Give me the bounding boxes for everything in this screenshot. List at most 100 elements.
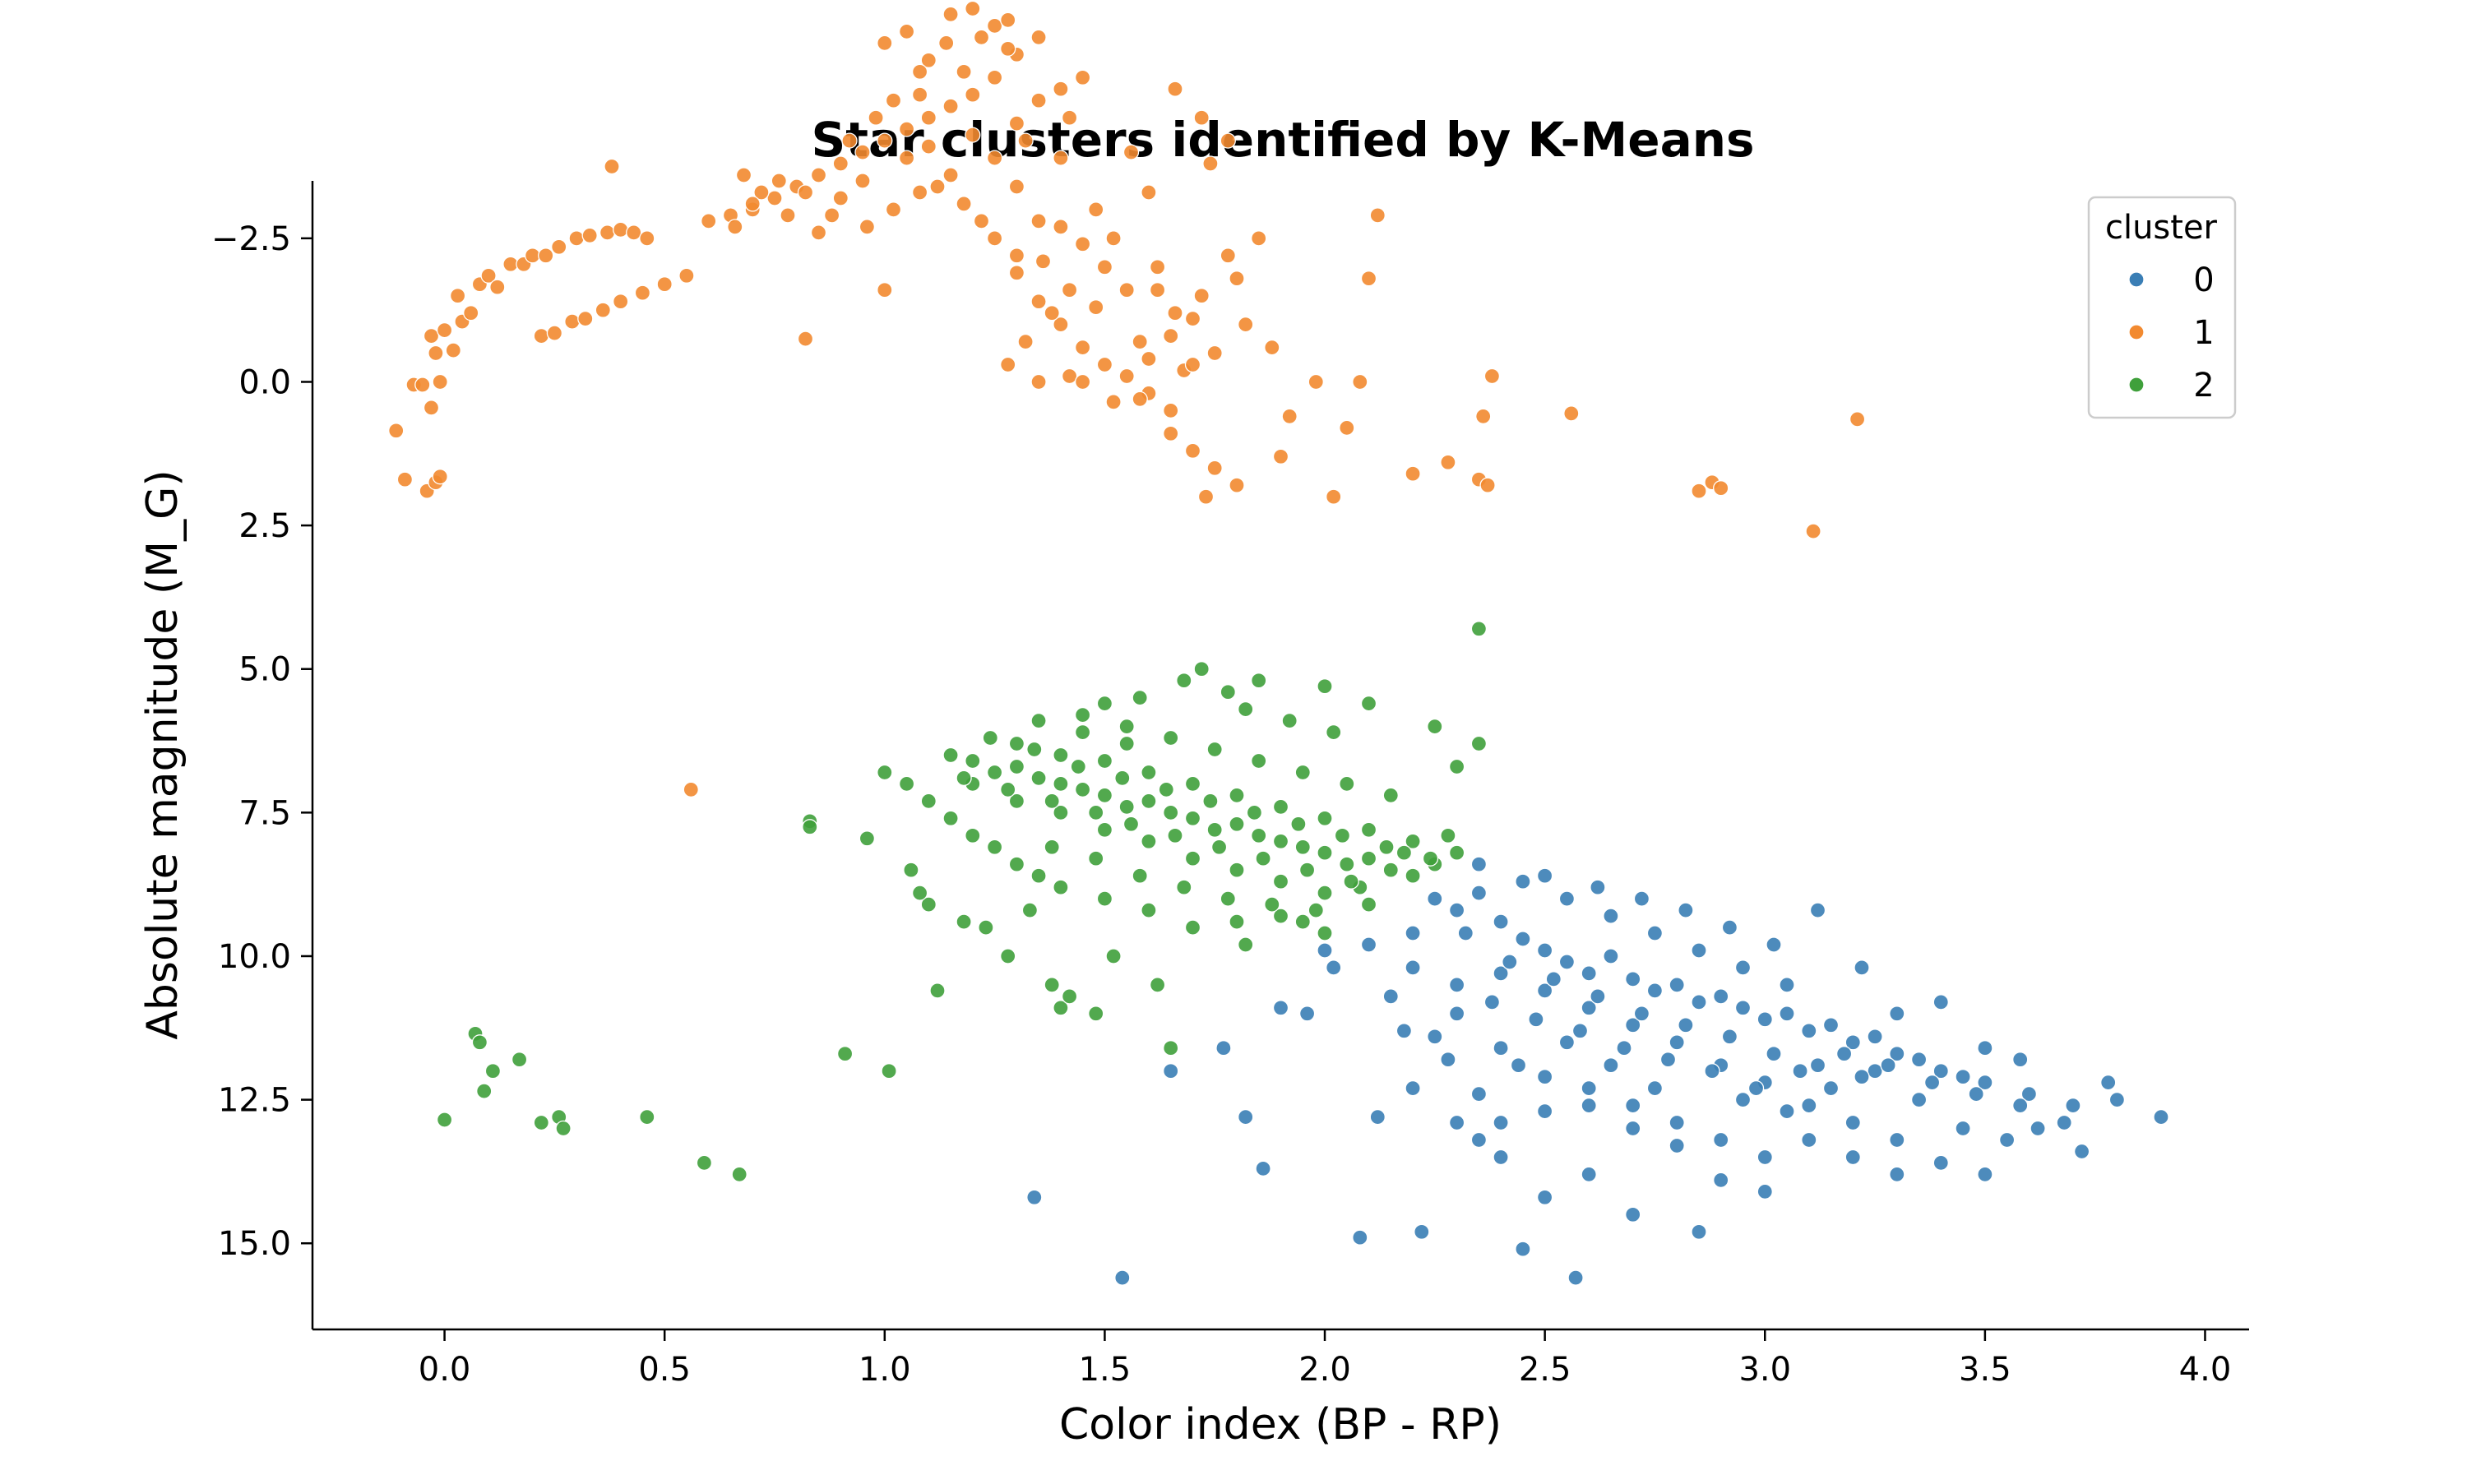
data-point-cluster-1 bbox=[1053, 219, 1069, 235]
data-point-cluster-1 bbox=[986, 69, 1003, 86]
data-point-cluster-1 bbox=[986, 150, 1003, 166]
data-point-cluster-2 bbox=[1334, 827, 1351, 844]
data-point-cluster-1 bbox=[1206, 460, 1223, 476]
data-point-cluster-1 bbox=[626, 224, 642, 241]
legend-items: 0 1 2 bbox=[2128, 261, 2215, 405]
data-point-cluster-1 bbox=[898, 23, 915, 40]
data-point-cluster-2 bbox=[1176, 673, 1192, 689]
data-point-cluster-0 bbox=[1238, 1108, 1254, 1126]
data-point-cluster-0 bbox=[1932, 1154, 1949, 1172]
data-point-cluster-1 bbox=[1849, 411, 1866, 428]
data-point-cluster-0 bbox=[1536, 942, 1553, 959]
data-point-cluster-0 bbox=[1395, 1023, 1413, 1039]
data-point-cluster-0 bbox=[2012, 1097, 2029, 1114]
data-point-cluster-0 bbox=[1590, 988, 1606, 1005]
data-point-cluster-1 bbox=[1440, 454, 1456, 470]
data-point-cluster-1 bbox=[1008, 265, 1025, 281]
data-point-cluster-0 bbox=[1669, 1034, 1685, 1051]
data-point-cluster-1 bbox=[1149, 259, 1166, 275]
data-point-cluster-0 bbox=[1844, 1149, 1861, 1166]
data-point-cluster-2 bbox=[965, 827, 981, 844]
data-point-cluster-1 bbox=[1238, 316, 1254, 333]
data-point-cluster-2 bbox=[1044, 977, 1060, 993]
data-point-cluster-1 bbox=[727, 219, 743, 235]
data-point-cluster-1 bbox=[986, 230, 1003, 247]
data-point-cluster-2 bbox=[1448, 758, 1465, 775]
data-point-cluster-2 bbox=[1290, 816, 1307, 832]
data-point-cluster-0 bbox=[1867, 1063, 1883, 1079]
data-point-cluster-0 bbox=[1766, 1046, 1782, 1062]
data-point-cluster-2 bbox=[1339, 775, 1355, 793]
data-point-cluster-2 bbox=[1193, 661, 1210, 677]
data-point-cluster-1 bbox=[1105, 394, 1122, 410]
data-point-cluster-1 bbox=[533, 327, 549, 344]
data-point-cluster-1 bbox=[885, 92, 902, 109]
data-point-cluster-1 bbox=[942, 167, 959, 183]
data-point-cluster-2 bbox=[1163, 804, 1179, 821]
data-point-cluster-0 bbox=[1536, 982, 1553, 999]
data-point-cluster-2 bbox=[1030, 770, 1047, 787]
data-point-cluster-2 bbox=[1272, 798, 1289, 816]
data-point-cluster-1 bbox=[938, 35, 955, 52]
data-point-cluster-1 bbox=[942, 98, 959, 114]
data-point-cluster-1 bbox=[911, 63, 928, 80]
data-point-cluster-0 bbox=[1558, 954, 1576, 970]
data-point-cluster-1 bbox=[1167, 81, 1183, 97]
data-point-cluster-0 bbox=[1625, 1097, 1641, 1114]
data-point-cluster-2 bbox=[1149, 977, 1166, 993]
data-point-cluster-2 bbox=[986, 839, 1003, 855]
y-ticks: −2.5 0.0 2.5 5.0 7.5 10.0 12.5 15.0 bbox=[211, 220, 312, 1263]
data-point-cluster-0 bbox=[1470, 856, 1488, 872]
data-point-cluster-0 bbox=[1713, 988, 1729, 1005]
data-point-cluster-0 bbox=[1801, 1023, 1817, 1039]
data-point-cluster-1 bbox=[432, 373, 448, 391]
data-point-cluster-0 bbox=[1955, 1069, 1971, 1085]
data-point-cluster-0 bbox=[1581, 1097, 1597, 1114]
data-point-cluster-1 bbox=[1105, 230, 1122, 247]
data-point-cluster-2 bbox=[1030, 867, 1047, 884]
x-tick-label: 1.5 bbox=[1079, 1351, 1132, 1389]
data-point-cluster-1 bbox=[1163, 327, 1179, 344]
data-point-cluster-2 bbox=[1163, 1040, 1179, 1056]
x-tick-label: 2.5 bbox=[1519, 1351, 1571, 1389]
data-point-cluster-0 bbox=[1536, 1103, 1553, 1120]
data-point-cluster-2 bbox=[1272, 908, 1289, 924]
data-point-cluster-0 bbox=[1822, 1079, 1840, 1097]
data-point-cluster-0 bbox=[1163, 1063, 1179, 1079]
data-point-cluster-1 bbox=[1352, 373, 1368, 391]
data-point-cluster-1 bbox=[595, 302, 611, 318]
data-point-cluster-2 bbox=[956, 913, 972, 930]
data-point-cluster-0 bbox=[1801, 1131, 1817, 1149]
data-point-cluster-1 bbox=[956, 63, 972, 80]
data-point-cluster-2 bbox=[1074, 781, 1091, 798]
data-point-cluster-1 bbox=[735, 167, 752, 183]
data-point-cluster-2 bbox=[1008, 735, 1025, 752]
data-point-cluster-1 bbox=[436, 321, 453, 339]
data-point-cluster-2 bbox=[1096, 695, 1113, 712]
x-tick-label: 1.0 bbox=[859, 1351, 911, 1389]
data-point-cluster-2 bbox=[1202, 793, 1219, 810]
data-point-cluster-1 bbox=[898, 121, 915, 137]
x-tick-label: 3.5 bbox=[1959, 1351, 2011, 1389]
data-point-cluster-0 bbox=[1440, 1052, 1456, 1068]
data-point-cluster-0 bbox=[2012, 1052, 2029, 1068]
data-point-cluster-0 bbox=[1470, 1085, 1488, 1103]
data-point-cluster-2 bbox=[859, 830, 876, 847]
data-point-cluster-1 bbox=[1000, 12, 1016, 29]
data-point-cluster-1 bbox=[502, 256, 519, 272]
data-point-cluster-1 bbox=[546, 325, 563, 341]
data-point-cluster-1 bbox=[810, 167, 827, 183]
data-point-cluster-2 bbox=[1053, 879, 1069, 895]
data-point-cluster-1 bbox=[885, 201, 902, 218]
data-point-cluster-2 bbox=[1440, 827, 1456, 844]
data-point-cluster-2 bbox=[1281, 712, 1298, 729]
data-point-cluster-1 bbox=[965, 0, 981, 17]
x-tick-label: 4.0 bbox=[2179, 1351, 2232, 1389]
data-point-cluster-2 bbox=[1096, 787, 1113, 804]
data-point-cluster-2 bbox=[1088, 1006, 1104, 1022]
data-point-cluster-2 bbox=[1096, 821, 1113, 838]
data-point-cluster-0 bbox=[1414, 1223, 1430, 1240]
data-point-cluster-1 bbox=[1000, 40, 1016, 57]
data-point-cluster-2 bbox=[802, 819, 818, 835]
